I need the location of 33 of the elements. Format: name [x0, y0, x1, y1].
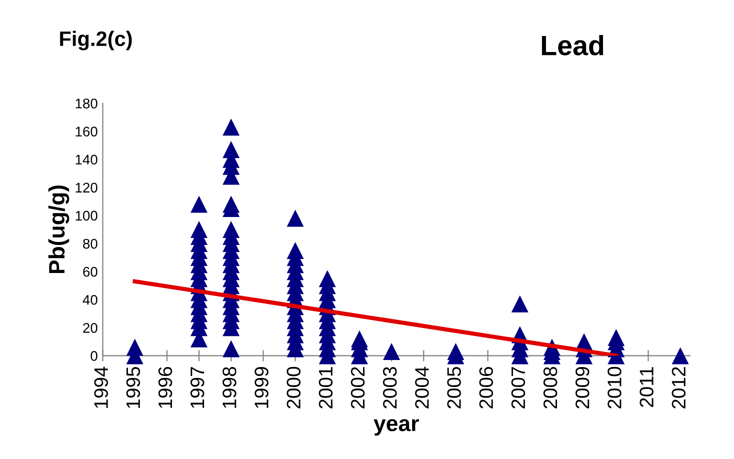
x-axis-title: year — [374, 419, 419, 436]
y-tick-label: 140 — [76, 154, 98, 165]
y-tick-label: 0 — [90, 351, 98, 361]
x-tick-label: 2001 — [318, 367, 333, 408]
x-tick-label: 1999 — [254, 367, 268, 408]
x-tick-label: 2002 — [350, 367, 365, 408]
x-tick-label: 1995 — [126, 366, 140, 408]
x-tick-label: 1997 — [190, 367, 204, 408]
x-tick-label: 2011 — [640, 367, 654, 407]
x-tick-label: 2004 — [415, 366, 429, 408]
y-tick-label: 100 — [76, 210, 98, 221]
x-tick-label: 2010 — [608, 366, 622, 408]
y-tick-label: 160 — [76, 126, 98, 136]
x-tick-label: 2009 — [576, 367, 590, 408]
x-tick-label: 2000 — [286, 366, 301, 408]
x-tick-label: 2008 — [543, 366, 558, 408]
y-tick-label: 180 — [76, 98, 98, 108]
y-tick-label: 80 — [83, 238, 98, 249]
x-tick-label: 2012 — [672, 367, 686, 408]
x-tick-label: 1996 — [158, 366, 172, 408]
chart-title: Lead — [542, 34, 604, 56]
y-tick-label: 120 — [76, 182, 98, 193]
x-tick-label: 2005 — [447, 366, 461, 408]
x-tick-label: 2006 — [479, 366, 494, 408]
x-tick-label: 2003 — [382, 366, 397, 408]
caption: Fig.2(c) — [60, 30, 132, 50]
x-tick-label: 1998 — [222, 366, 236, 408]
y-tick-label: 60 — [83, 266, 98, 277]
y-tick-label: 20 — [83, 323, 98, 333]
x-tick-label: 2007 — [511, 367, 526, 408]
y-tick-label: 40 — [82, 294, 98, 305]
x-tick-label: 1994 — [94, 366, 108, 408]
y-axis-title: Pb(ug/g) — [48, 186, 70, 274]
